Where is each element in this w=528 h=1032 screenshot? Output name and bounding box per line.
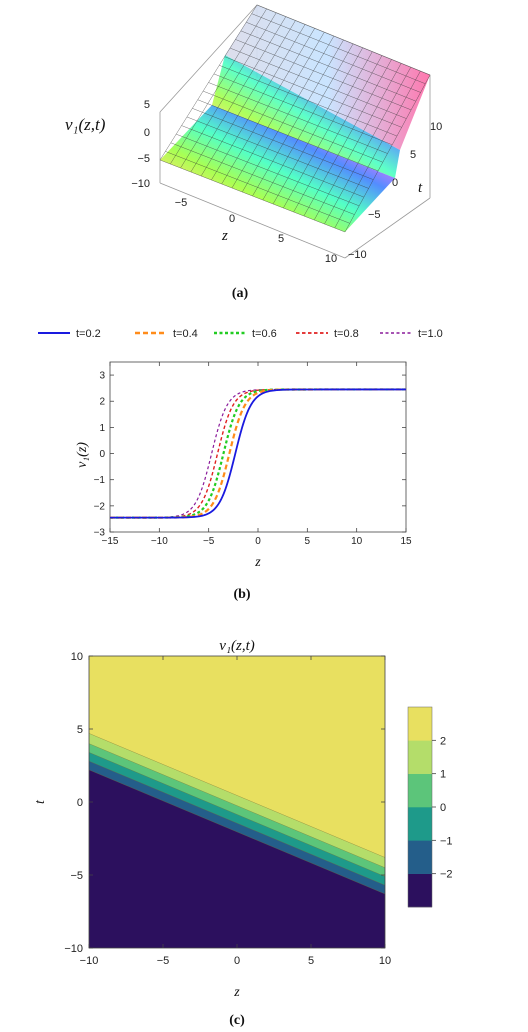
panel-b-ytick-label: 0 <box>99 449 105 460</box>
panel-a-ylabel: v₁(z,t) <box>65 115 106 134</box>
panel-a-ztick: 10 <box>325 253 337 265</box>
panel-c-xlabel: z <box>233 985 240 1000</box>
panel-c-contour-line <box>89 743 385 868</box>
panel-c-xtick-label: 5 <box>308 955 314 967</box>
panel-a-ttick: 10 <box>430 121 442 133</box>
panel-a-ttick: 5 <box>410 149 416 161</box>
panel-b-ytick-label: −2 <box>94 501 106 512</box>
panel-c-colorbar-label: −1 <box>440 835 453 847</box>
panel-c-ytick-label: 10 <box>71 651 83 663</box>
panel-c-colorbar-segment <box>408 740 432 774</box>
panel-c-colorbar-segment <box>408 840 432 874</box>
panel-a-mesh-line <box>324 67 411 225</box>
panel-a-box-right-edge <box>344 197 431 259</box>
panel-b-xtick-label: −5 <box>203 536 215 547</box>
panel-c-colorbar-label: 1 <box>440 769 446 781</box>
panel-a-surface-plot: 5 0 −5 −10 −5 0 5 10 10 5 0 −5 −10 v₁(z,… <box>65 4 442 301</box>
panel-b-legend-label: t=1.0 <box>418 328 443 340</box>
panel-b-ylabel: v₁(z) <box>75 442 90 468</box>
panel-a-box-front-edge <box>159 182 346 259</box>
panel-c-ytick-label: 0 <box>77 797 83 809</box>
panel-b-ytick-label: 1 <box>99 423 105 434</box>
panel-a-vtick: 0 <box>144 127 150 139</box>
panel-a-ztick: 0 <box>229 213 235 225</box>
panel-b-series <box>110 388 406 519</box>
panel-c-ylabel: t <box>33 799 48 804</box>
panel-b-legend-label: t=0.8 <box>334 328 359 340</box>
panel-a-ztick: 5 <box>278 233 284 245</box>
panel-c-contour-line <box>89 769 385 895</box>
panel-b-ytick-label: 3 <box>99 371 105 382</box>
panel-c-contour-line <box>89 752 385 877</box>
panel-b-xtick-label: 15 <box>400 536 412 547</box>
panel-c-xtick-label: 10 <box>379 955 391 967</box>
panel-c-colorbar-segment <box>408 873 432 908</box>
panel-b-ytick-label: −3 <box>94 528 106 539</box>
panel-b-legend-label: t=0.6 <box>252 328 277 340</box>
panel-b-xlabel: z <box>254 555 261 570</box>
panel-b-line-plot: t=0.2 t=0.4 t=0.6 t=0.8 t=1.0 −15 −10 −5 0 5 10 15… <box>38 328 443 602</box>
panel-b-ytick-label: −1 <box>94 475 106 486</box>
panel-b-caption: (b) <box>233 587 250 602</box>
panel-b-series-line-t=0.2 <box>110 388 406 519</box>
panel-c-contour-line <box>89 760 385 886</box>
panel-a-mesh-line <box>334 70 421 229</box>
panel-a-surface-low <box>160 105 395 232</box>
panel-c-contour-line <box>89 733 385 858</box>
panel-a-surface-wall <box>212 55 400 178</box>
panel-b-xtick-label: 0 <box>255 536 261 547</box>
panel-a-vtick: −10 <box>131 178 150 190</box>
panel-a-mesh-line <box>240 30 416 102</box>
panel-a-vtick: −5 <box>137 153 150 165</box>
panel-c-contour-band <box>89 769 385 948</box>
panel-a-caption: (a) <box>232 286 249 301</box>
panel-a-ztick: −5 <box>175 197 188 209</box>
panel-a-mesh-line <box>251 13 426 84</box>
panel-a-mesh-line <box>344 74 431 233</box>
panel-a-ttick: −5 <box>368 209 381 221</box>
panel-c-colorbar-label: 2 <box>440 735 446 747</box>
panel-b-plot-frame <box>109 361 407 533</box>
panel-b-legend: t=0.2 t=0.4 t=0.6 t=0.8 t=1.0 <box>38 328 443 340</box>
panel-c-ticks: −10 −5 0 5 10 −10 −5 0 5 10 <box>64 651 391 967</box>
panel-c-ytick-label: −5 <box>70 870 83 882</box>
panel-a-mesh-line <box>246 21 421 93</box>
panel-b-xtick-label: −15 <box>102 536 119 547</box>
panel-a-ttick: −10 <box>348 249 367 261</box>
panel-c-title: v₁(z,t) <box>219 638 255 654</box>
panel-c-colorbar-label: 0 <box>440 802 446 814</box>
panel-c-colorbar: 2 1 0 −1 −2 <box>407 706 453 908</box>
panel-c-xtick-label: −10 <box>80 955 99 967</box>
panel-c-colorbar-segment <box>408 773 432 808</box>
panel-a-tlabel: t <box>418 180 423 196</box>
panel-c-colorbar-segment <box>408 807 432 841</box>
panel-a-ttick: 0 <box>392 177 398 189</box>
panel-c-xtick-label: 0 <box>234 955 240 967</box>
panel-a-vtick: 5 <box>144 99 150 111</box>
panel-a-surface-high <box>225 5 430 150</box>
panel-c-caption: (c) <box>229 1013 245 1028</box>
panel-c-xtick-label: −5 <box>157 955 170 967</box>
panel-b-ytick-label: 2 <box>99 397 105 408</box>
panel-b-legend-label: t=0.2 <box>76 328 101 340</box>
panel-b-xtick-label: 5 <box>305 536 311 547</box>
panel-b-xtick-label: 10 <box>351 536 363 547</box>
panel-c-colorbar-segment <box>408 707 432 741</box>
panel-c-colorbar-label: −2 <box>440 869 453 881</box>
panel-c-ytick-label: −10 <box>64 943 83 955</box>
panel-a-mesh <box>159 4 431 233</box>
panel-c-ytick-label: 5 <box>77 724 83 736</box>
panel-b-legend-label: t=0.4 <box>173 328 198 340</box>
panel-b-xtick-label: −10 <box>151 536 168 547</box>
panel-a-mesh-line <box>256 4 431 76</box>
panel-c-contour-fill <box>89 656 385 948</box>
panel-a-zlabel: z <box>221 228 228 244</box>
